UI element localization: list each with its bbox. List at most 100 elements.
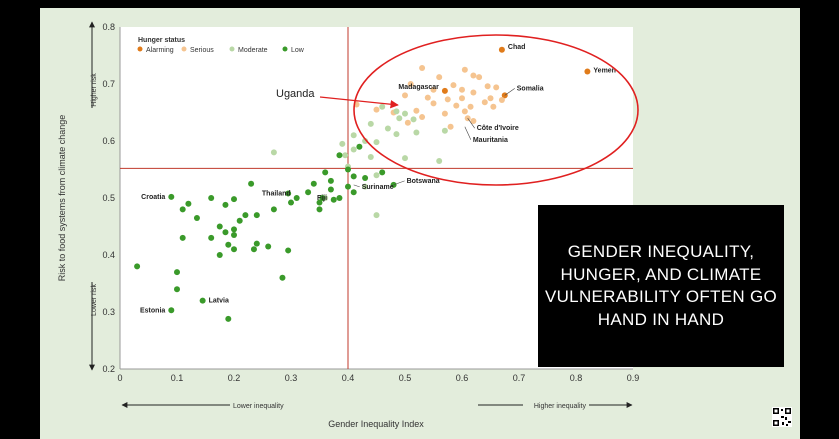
point-low — [174, 269, 180, 276]
callout-box: GENDER INEQUALITY, HUNGER, AND CLIMATE V… — [538, 205, 784, 367]
point-moderate — [379, 103, 386, 110]
point-low — [293, 195, 300, 201]
point-low — [316, 206, 323, 213]
point-low — [193, 214, 200, 221]
country-label: Yemen — [593, 67, 616, 74]
label-leader-line — [467, 118, 475, 129]
point-low — [305, 189, 312, 196]
point-serious — [490, 103, 497, 110]
point-alarming — [584, 68, 591, 75]
point-serious — [407, 81, 414, 87]
point-low — [336, 152, 343, 159]
point-serious — [419, 114, 426, 121]
point-serious — [470, 89, 477, 96]
point-low — [231, 226, 237, 233]
label-leader-line — [464, 126, 472, 140]
point-moderate — [350, 146, 357, 153]
point-moderate — [384, 125, 391, 132]
x-tick-label: 0.6 — [456, 373, 469, 383]
point-low — [185, 200, 192, 207]
point-low — [225, 315, 232, 322]
point-moderate — [373, 212, 380, 219]
uganda-arrow — [319, 96, 399, 109]
uganda-annotation-label: Uganda — [276, 88, 315, 100]
point-serious — [487, 95, 494, 102]
x-tick-label: 0.1 — [171, 373, 184, 383]
point-low — [319, 195, 326, 201]
x-tick-label: 0.2 — [228, 373, 241, 383]
legend-swatch — [229, 46, 235, 52]
point-low — [253, 212, 260, 219]
point-low — [199, 297, 206, 304]
x-tick-label: 0.4 — [342, 373, 355, 383]
point-moderate — [402, 155, 408, 162]
point-moderate — [393, 108, 400, 115]
point-low — [174, 286, 180, 293]
point-low — [231, 232, 237, 239]
point-moderate — [342, 152, 349, 159]
point-low — [336, 195, 343, 201]
point-low — [330, 196, 337, 203]
point-moderate — [373, 139, 380, 146]
point-low — [222, 201, 229, 208]
point-low — [179, 234, 186, 241]
label-leader-line — [504, 88, 515, 96]
y-tick-label: 0.3 — [102, 307, 115, 317]
point-moderate — [396, 115, 403, 122]
point-low — [168, 307, 175, 314]
country-label: Latvia — [209, 298, 229, 305]
legend-swatch — [137, 46, 143, 52]
legend-swatch — [282, 46, 288, 52]
point-moderate — [367, 120, 374, 127]
x-axis-title: Gender Inequality Index — [328, 419, 424, 429]
y-tick-label: 0.2 — [102, 364, 115, 374]
y-arrow-low-label: Lower risk — [91, 284, 98, 316]
point-low — [345, 183, 351, 190]
point-serious — [450, 82, 457, 89]
x-arrow-right-label: Higher inequality — [534, 403, 587, 410]
point-serious — [476, 74, 483, 81]
point-low — [327, 177, 334, 184]
country-label: Madagascar — [398, 84, 439, 91]
point-serious — [484, 83, 491, 90]
country-label: Suriname — [362, 184, 394, 191]
point-moderate — [402, 110, 408, 117]
label-leader-line — [393, 180, 405, 186]
point-low — [345, 166, 351, 173]
point-low — [356, 143, 363, 150]
point-low — [231, 196, 237, 203]
point-serious — [402, 92, 408, 99]
point-low — [225, 241, 232, 248]
point-serious — [419, 65, 426, 72]
point-serious — [459, 95, 465, 102]
point-moderate — [339, 140, 346, 147]
legend-label: Moderate — [238, 47, 268, 54]
qr-code-icon — [772, 407, 792, 427]
point-serious — [447, 123, 454, 130]
point-low — [236, 217, 243, 224]
point-low — [216, 252, 223, 258]
point-serious — [470, 72, 477, 79]
point-low — [248, 180, 255, 187]
point-moderate — [393, 131, 400, 138]
y-arrow-high-label: Higher risk — [91, 73, 98, 107]
point-low — [179, 206, 186, 213]
x-tick-label: 0.5 — [399, 373, 412, 383]
point-serious — [436, 74, 443, 81]
highlight-ellipse — [353, 34, 639, 186]
legend-swatch — [181, 46, 187, 52]
point-low — [231, 246, 237, 253]
point-serious — [459, 86, 465, 93]
y-tick-label: 0.4 — [102, 250, 115, 260]
country-label: Croatia — [141, 194, 165, 201]
legend-label: Alarming — [146, 47, 174, 54]
point-serious — [441, 110, 448, 117]
country-label: Chad — [508, 44, 526, 51]
point-moderate — [362, 183, 369, 190]
y-tick-label: 0.8 — [102, 22, 115, 32]
country-label: Fiji — [317, 195, 327, 202]
point-low — [310, 180, 317, 187]
point-low — [285, 190, 292, 197]
point-low — [208, 234, 215, 241]
point-low — [279, 274, 286, 281]
